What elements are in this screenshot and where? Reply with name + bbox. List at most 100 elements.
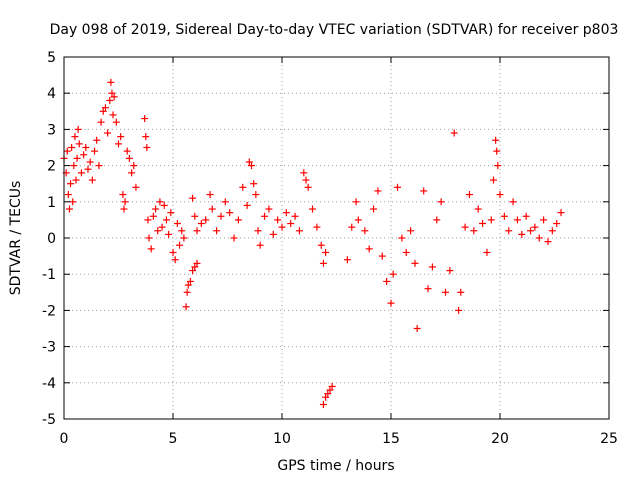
data-point (221, 198, 229, 206)
data-point (183, 288, 191, 296)
data-point (160, 201, 168, 209)
data-point (152, 205, 160, 213)
data-point (208, 205, 216, 213)
y-tick-label: -3 (42, 340, 56, 356)
data-point (265, 205, 273, 213)
data-point (274, 216, 282, 224)
data-point (91, 147, 99, 155)
data-point (239, 183, 247, 191)
data-point (234, 216, 242, 224)
data-point (322, 248, 330, 256)
data-point (413, 325, 421, 332)
data-point (394, 183, 402, 191)
data-point (119, 191, 127, 199)
data-point (322, 393, 330, 401)
data-point (65, 205, 73, 213)
data-point (361, 227, 369, 235)
data-point (162, 216, 170, 224)
data-point (101, 104, 109, 112)
data-point (247, 162, 255, 170)
data-point (93, 136, 101, 144)
data-point (197, 220, 205, 228)
data-point (217, 212, 225, 220)
data-point (178, 227, 186, 235)
data-point (457, 288, 465, 296)
data-point (158, 223, 166, 231)
data-point (75, 140, 83, 148)
data-point (115, 140, 122, 148)
data-point (95, 162, 103, 170)
data-point (123, 147, 131, 155)
data-point (522, 212, 530, 220)
data-point (73, 154, 81, 162)
data-point (202, 216, 210, 224)
data-point (420, 187, 428, 195)
data-point (171, 256, 179, 264)
data-point (494, 162, 502, 170)
data-point (121, 198, 129, 206)
data-point (540, 216, 548, 224)
data-point (184, 281, 192, 289)
data-point (505, 227, 513, 235)
data-point (465, 191, 473, 199)
data-point (282, 209, 290, 217)
data-point (437, 198, 445, 206)
data-points (60, 78, 565, 409)
grid (64, 57, 609, 419)
data-point (132, 183, 140, 191)
x-tick-label: 25 (600, 431, 618, 447)
data-point (176, 241, 184, 249)
data-point (109, 111, 117, 119)
data-point (108, 89, 116, 97)
y-tick-label: 2 (47, 159, 56, 175)
data-point (411, 259, 419, 267)
data-point (72, 176, 80, 184)
y-tick-label: 5 (47, 50, 56, 66)
data-point (80, 151, 88, 159)
data-point (173, 220, 181, 228)
data-point (461, 223, 469, 231)
data-point (186, 277, 194, 285)
data-point (442, 288, 449, 296)
data-point (97, 118, 105, 126)
data-point (295, 227, 303, 235)
data-point (309, 205, 317, 213)
data-point (144, 216, 152, 224)
data-point (518, 230, 526, 238)
data-point (557, 209, 565, 217)
data-point (446, 267, 454, 275)
data-point (319, 401, 327, 409)
x-tick-label: 10 (273, 431, 291, 447)
data-point (147, 245, 155, 253)
data-point (261, 212, 269, 220)
data-point (107, 78, 115, 86)
data-point (99, 107, 107, 115)
data-point (455, 306, 463, 314)
data-point (69, 198, 77, 206)
data-point (402, 248, 410, 256)
data-point (88, 176, 96, 184)
data-point (206, 191, 214, 199)
data-point (64, 191, 72, 199)
data-point (370, 205, 378, 213)
data-point (278, 223, 286, 231)
data-point (348, 223, 356, 231)
data-point (300, 169, 308, 177)
data-point (110, 93, 118, 101)
data-point (398, 234, 406, 242)
y-tick-label: -4 (42, 376, 56, 392)
data-point (304, 183, 312, 191)
data-point (86, 158, 94, 166)
data-point (191, 263, 199, 271)
data-point (250, 180, 258, 188)
data-point (492, 136, 500, 144)
data-point (63, 147, 71, 155)
data-point (145, 234, 153, 242)
data-point (269, 230, 277, 238)
data-point (383, 277, 391, 285)
data-point (433, 216, 441, 224)
data-point (226, 209, 234, 217)
data-point (548, 227, 556, 235)
y-tick-label: -5 (42, 412, 56, 428)
